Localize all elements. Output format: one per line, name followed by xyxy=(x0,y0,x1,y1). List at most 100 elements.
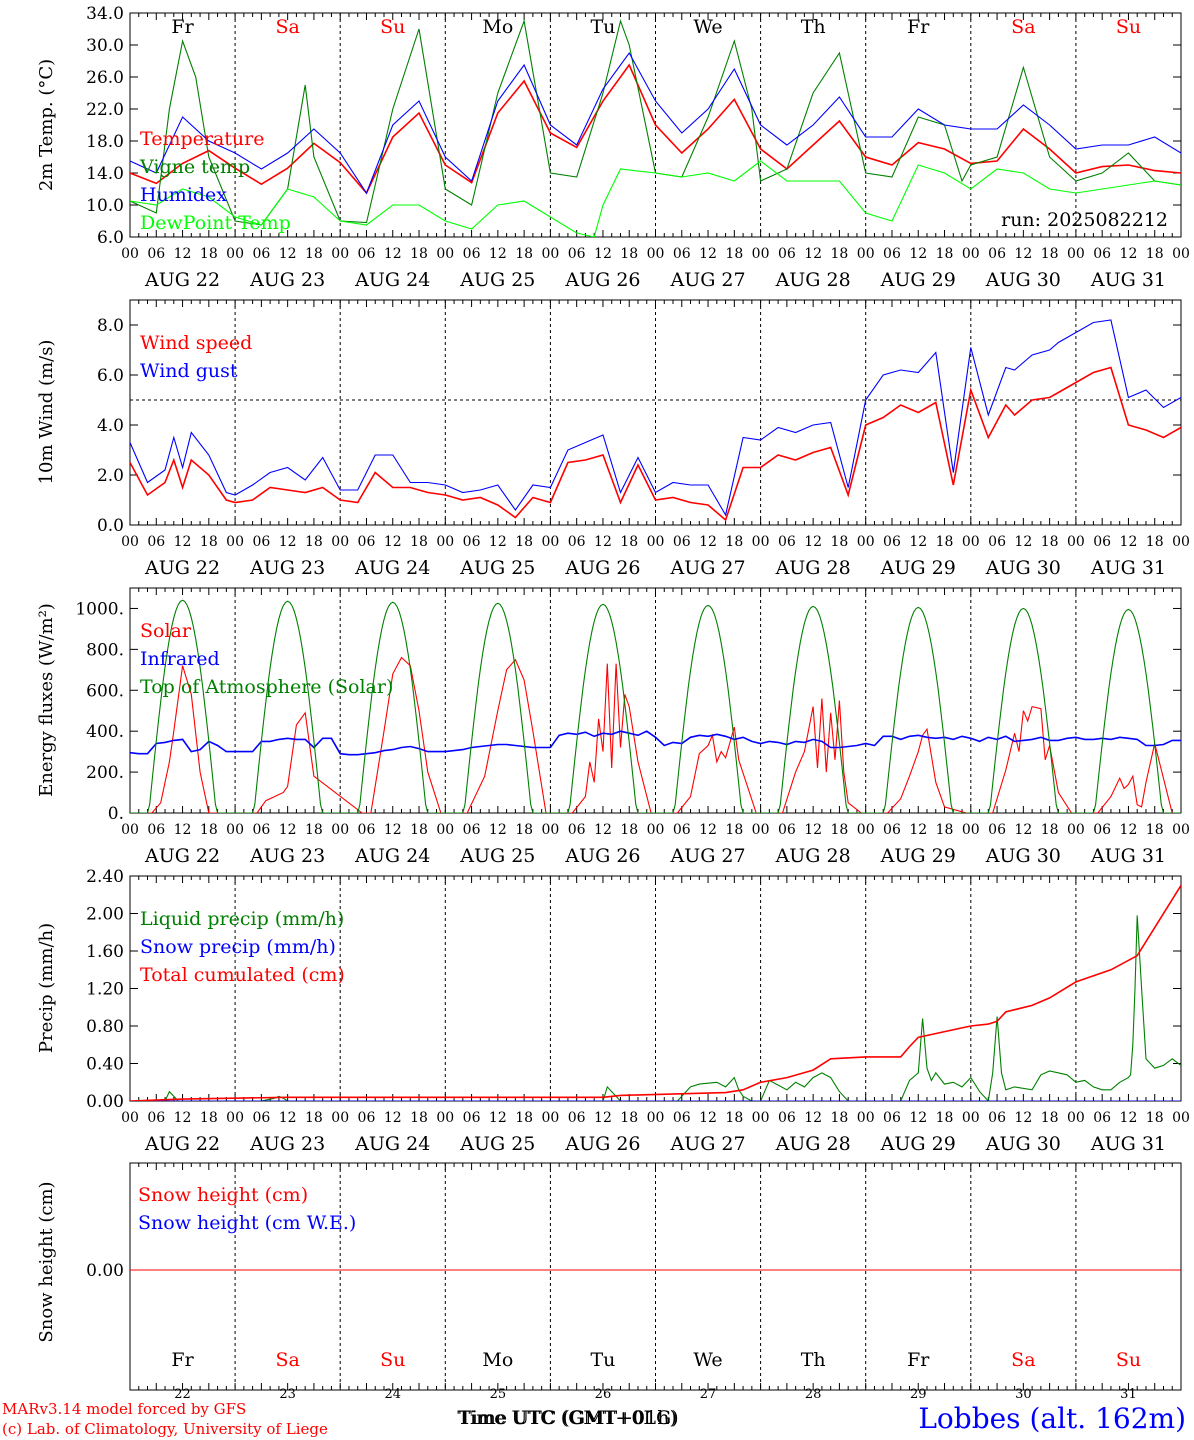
hour-tick-label: 18 xyxy=(725,534,743,550)
hour-tick-label: 00 xyxy=(1067,534,1085,550)
hour-tick-label: 06 xyxy=(568,822,586,838)
hour-tick-label: 18 xyxy=(1146,1110,1164,1126)
hour-tick-label: 00 xyxy=(752,534,770,550)
hour-tick-label: 06 xyxy=(358,822,376,838)
day-number-label: 28 xyxy=(805,1387,822,1402)
y-tick-label: 14.0 xyxy=(86,164,124,184)
credit-line-1: MARv3.14 model forced by GFS xyxy=(2,1400,246,1418)
hour-tick-label: 00 xyxy=(121,822,139,838)
hour-tick-label: 06 xyxy=(778,1110,796,1126)
series-line-2 xyxy=(130,730,1181,756)
hour-tick-label: 06 xyxy=(147,1110,165,1126)
hour-tick-label: 06 xyxy=(147,246,165,262)
hour-tick-label: 06 xyxy=(463,534,481,550)
hour-tick-label: 06 xyxy=(988,246,1006,262)
hour-tick-label: 00 xyxy=(857,534,875,550)
hour-tick-label: 06 xyxy=(358,246,376,262)
hour-tick-label: 00 xyxy=(752,246,770,262)
hour-tick-label: 12 xyxy=(1014,822,1032,838)
hour-tick-label: 00 xyxy=(647,1110,665,1126)
hour-tick-label: 18 xyxy=(725,1110,743,1126)
day-name-label: Sa xyxy=(1011,1349,1035,1371)
y-axis-label: Precip (mm/h) xyxy=(36,923,57,1053)
date-label: AUG 24 xyxy=(354,1133,430,1155)
y-tick-label: 400. xyxy=(86,722,124,742)
hour-tick-label: 06 xyxy=(883,534,901,550)
date-label: AUG 30 xyxy=(985,1133,1061,1155)
y-axis-label: 10m Wind (m/s) xyxy=(36,340,57,485)
hour-tick-label: 06 xyxy=(463,246,481,262)
hour-tick-label: 06 xyxy=(778,246,796,262)
y-tick-label: 18.0 xyxy=(86,132,124,152)
hour-tick-label: 12 xyxy=(699,534,717,550)
day-number-label: 29 xyxy=(910,1387,927,1402)
hour-tick-label: 12 xyxy=(699,822,717,838)
hour-tick-label: 00 xyxy=(226,822,244,838)
date-label: AUG 30 xyxy=(985,269,1061,291)
hour-tick-label: 06 xyxy=(673,534,691,550)
hour-tick-label: 18 xyxy=(620,822,638,838)
hour-tick-label: 00 xyxy=(962,1110,980,1126)
date-label: AUG 22 xyxy=(144,269,220,291)
hour-tick-label: 00 xyxy=(962,822,980,838)
series-layer xyxy=(130,319,1181,522)
hour-tick-label: 00 xyxy=(1172,1110,1190,1126)
hour-tick-label: 06 xyxy=(463,822,481,838)
date-label: AUG 25 xyxy=(459,269,535,291)
date-label: AUG 22 xyxy=(144,845,220,867)
hour-tick-label: 06 xyxy=(883,1110,901,1126)
hour-tick-label: 12 xyxy=(909,246,927,262)
hour-tick-label: 12 xyxy=(489,246,507,262)
day-name-label: Su xyxy=(1116,1349,1141,1371)
hour-tick-label: 00 xyxy=(647,534,665,550)
hour-tick-label: 12 xyxy=(699,1110,717,1126)
hour-tick-label: 06 xyxy=(252,1110,270,1126)
hour-tick-label: 18 xyxy=(831,246,849,262)
hour-tick-label: 18 xyxy=(305,534,323,550)
legend-entry: Solar xyxy=(140,620,192,642)
panel-5: 0.00 Snow height (cm) Fr 22 Sa 23 Su 24 Mo 25 Tu 26… xyxy=(36,1162,1182,1402)
hour-tick-label: 00 xyxy=(331,534,349,550)
hour-tick-label: 06 xyxy=(1093,246,1111,262)
series-layer xyxy=(130,18,1181,237)
hour-tick-label: 12 xyxy=(279,246,297,262)
date-label: AUG 28 xyxy=(775,1133,851,1155)
hour-tick-label: 06 xyxy=(1093,534,1111,550)
date-label: AUG 30 xyxy=(985,557,1061,579)
hour-tick-label: 06 xyxy=(673,822,691,838)
hour-tick-label: 12 xyxy=(279,534,297,550)
hour-tick-label: 06 xyxy=(252,246,270,262)
hour-tick-label: 00 xyxy=(121,246,139,262)
date-label: AUG 29 xyxy=(880,269,956,291)
hour-tick-label: 06 xyxy=(463,1110,481,1126)
y-tick-label: 2.40 xyxy=(86,867,124,887)
legend-entry: Top of Atmosphere (Solar) xyxy=(140,676,393,698)
date-label: AUG 24 xyxy=(354,269,430,291)
legend-entry: DewPoint Temp xyxy=(140,212,291,234)
date-label: AUG 31 xyxy=(1090,269,1166,291)
date-label: AUG 27 xyxy=(669,557,745,579)
legend-entry: Snow height (cm) xyxy=(138,1184,308,1206)
date-label: AUG 23 xyxy=(249,1133,325,1155)
footer: MARv3.14 model forced by GFS (c) Lab. of… xyxy=(2,1400,1186,1438)
day-name-label: Sa xyxy=(275,1349,299,1371)
panel-4: 0.00 0.40 0.80 1.20 1.60 2.00 2.40 Precip (mm/h… xyxy=(36,867,1190,1155)
date-label: AUG 22 xyxy=(144,557,220,579)
y-tick-label: 22.0 xyxy=(86,100,124,120)
date-label: AUG 28 xyxy=(775,269,851,291)
legend-entry: Humidex xyxy=(140,184,227,206)
date-label: AUG 27 xyxy=(669,269,745,291)
hour-tick-label: 12 xyxy=(1120,822,1138,838)
day-name-label: Fr xyxy=(907,1349,930,1371)
hour-tick-label: 00 xyxy=(541,534,559,550)
hour-tick-label: 12 xyxy=(174,246,192,262)
series-line-1 xyxy=(130,915,1181,1101)
y-tick-label: 30.0 xyxy=(86,36,124,56)
hour-tick-label: 18 xyxy=(725,822,743,838)
hour-tick-label: 12 xyxy=(1120,246,1138,262)
hour-tick-label: 18 xyxy=(1041,534,1059,550)
date-label: AUG 25 xyxy=(459,845,535,867)
hour-tick-label: 06 xyxy=(988,534,1006,550)
hour-tick-label: 12 xyxy=(1120,1110,1138,1126)
hour-tick-label: 18 xyxy=(725,246,743,262)
